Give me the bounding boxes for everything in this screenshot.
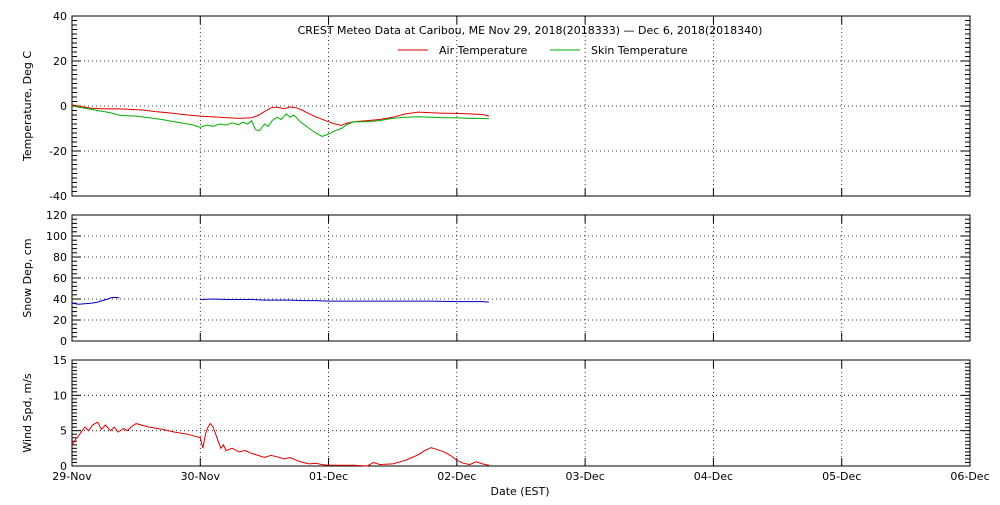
wind-speed-frame xyxy=(71,359,971,467)
snow-depth-ytick-label: 120 xyxy=(46,209,67,222)
snow-depth-ylabel: Snow Dep, cm xyxy=(21,238,34,317)
snow-depth-ytick-label: 80 xyxy=(53,251,67,264)
wind-speed-ytick-label: 15 xyxy=(53,354,67,367)
temperature-ytick-label: 20 xyxy=(53,55,67,68)
legend-label-air: Air Temperature xyxy=(439,44,528,57)
wind-speed-ytick-label: 0 xyxy=(60,460,67,473)
wind-speed-series-line-0 xyxy=(71,421,490,467)
temperature-ylabel: Temperature, Deg C xyxy=(21,51,34,162)
legend: Air Temperature Skin Temperature xyxy=(398,44,688,57)
snow-depth-frame xyxy=(71,214,971,342)
temperature-ytick-label: 40 xyxy=(53,10,67,23)
snow-depth-ytick-label: 0 xyxy=(60,335,67,348)
temperature-series-line-1 xyxy=(71,105,489,137)
temperature-ytick-label: 0 xyxy=(60,100,67,113)
x-tick-label: 06-Dec xyxy=(950,470,989,483)
wind-speed-ytick-label: 10 xyxy=(53,389,67,402)
x-tick-label: 04-Dec xyxy=(694,470,733,483)
legend-label-skin: Skin Temperature xyxy=(591,44,688,57)
snow-depth-panel: 0 20 40 60 80 100 120 Snow Dep, cm xyxy=(21,209,971,348)
chart-title: CREST Meteo Data at Caribou, ME Nov 29, … xyxy=(298,24,763,37)
wind-speed-ylabel: Wind Spd, m/s xyxy=(21,373,34,453)
x-tick-label: 02-Dec xyxy=(437,470,476,483)
temperature-series-line-0 xyxy=(71,104,490,126)
temperature-ytick-label: -20 xyxy=(49,145,67,158)
x-tick-label: 01-Dec xyxy=(309,470,348,483)
snow-depth-ytick-label: 60 xyxy=(53,272,67,285)
wind-speed-ytick-label: 5 xyxy=(60,425,67,438)
snow-depth-series-line-0 xyxy=(200,298,489,303)
x-tick-label: 03-Dec xyxy=(566,470,605,483)
x-tick-label: 05-Dec xyxy=(822,470,861,483)
snow-depth-series-line-0 xyxy=(71,296,120,305)
snow-depth-ytick-label: 20 xyxy=(53,314,67,327)
wind-speed-panel: 0 5 10 15 Wind Spd, m/s xyxy=(21,354,971,473)
x-tick-label: 30-Nov xyxy=(181,470,221,483)
snow-depth-ytick-label: 40 xyxy=(53,293,67,306)
temperature-ytick-label: -40 xyxy=(49,190,67,203)
x-axis-label: Date (EST) xyxy=(490,485,549,498)
snow-depth-ytick-label: 100 xyxy=(46,230,67,243)
temperature-panel: -40 -20 0 20 40 Temperature, Deg C xyxy=(21,10,971,203)
x-tick-label: 29-Nov xyxy=(52,470,92,483)
